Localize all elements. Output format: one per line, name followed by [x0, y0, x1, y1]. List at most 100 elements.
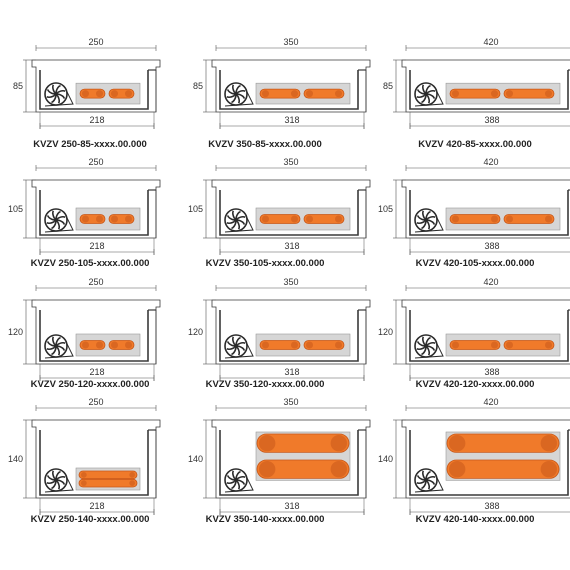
outer-width-dimension: 420	[405, 37, 570, 51]
water-pipe-icon	[503, 88, 555, 99]
model-label: KVZV 420-120-xxxx.00.000	[415, 379, 535, 390]
outer-width-dimension-value: 420	[483, 157, 498, 167]
outer-width-dimension: 250	[35, 277, 157, 291]
inner-width-dimension-value: 318	[284, 241, 299, 251]
outer-width-dimension: 420	[405, 157, 570, 171]
water-pipe-icon	[108, 88, 135, 99]
water-pipe-icon	[503, 340, 555, 350]
fan-icon	[224, 208, 254, 233]
outer-width-dimension: 350	[215, 37, 367, 51]
outer-width-dimension: 420	[405, 277, 570, 291]
water-pipe-icon	[446, 459, 560, 479]
height-value: 105	[378, 204, 393, 214]
water-pipe-icon	[303, 214, 345, 224]
outer-width-dimension: 350	[215, 157, 367, 171]
model-label: KVZV 250-120-xxxx.00.000	[30, 379, 150, 390]
fan-icon	[44, 334, 74, 359]
water-pipe-icon	[449, 214, 501, 224]
fan-icon	[414, 208, 444, 233]
model-label: KVZV 250-85-xxxx.00.000	[33, 139, 147, 150]
height-dimension: 105	[8, 179, 36, 239]
height-dimension: 140	[8, 419, 36, 499]
outer-width-dimension: 420	[405, 397, 570, 411]
model-label: KVZV 250-140-xxxx.00.000	[30, 514, 150, 525]
water-pipe-icon	[503, 214, 555, 224]
water-pipe-icon	[79, 214, 106, 224]
outer-width-dimension-value: 250	[88, 37, 103, 47]
height-value: 140	[188, 454, 203, 464]
heat-exchanger-icon	[445, 207, 561, 231]
model-label: KVZV 350-105-xxxx.00.000	[205, 258, 325, 269]
water-pipe-icon	[108, 214, 135, 224]
height-value: 120	[378, 327, 393, 337]
inner-width-dimension-value: 318	[284, 501, 299, 511]
inner-width-dimension-value: 218	[89, 115, 104, 125]
height-dimension: 85	[193, 59, 216, 113]
height-dimension: 120	[188, 299, 216, 365]
water-pipe-icon	[256, 459, 350, 479]
outer-width-dimension-value: 420	[483, 37, 498, 47]
height-value: 120	[188, 327, 203, 337]
height-dimension: 120	[378, 299, 406, 365]
inner-width-dimension-value: 388	[484, 241, 499, 251]
water-pipe-icon	[303, 340, 345, 350]
water-pipe-icon	[259, 88, 301, 99]
heat-exchanger-icon	[75, 467, 141, 491]
fan-icon	[414, 82, 444, 107]
housing-frame	[211, 299, 371, 365]
height-dimension: 105	[188, 179, 216, 239]
inner-width-dimension-value: 218	[89, 241, 104, 251]
housing-frame	[211, 179, 371, 239]
height-value: 85	[13, 81, 23, 91]
fan-icon	[224, 468, 254, 493]
inner-width-dimension-value: 388	[484, 367, 499, 377]
housing-frame	[401, 299, 570, 365]
model-label: KVZV 350-120-xxxx.00.000	[205, 379, 325, 390]
outer-width-dimension-value: 350	[283, 397, 298, 407]
heat-exchanger-icon	[75, 333, 141, 357]
heat-exchanger-icon	[255, 333, 351, 357]
height-dimension: 105	[378, 179, 406, 239]
water-pipe-icon	[449, 340, 501, 350]
water-pipe-icon	[108, 340, 135, 350]
inner-width-dimension-value: 388	[484, 115, 499, 125]
height-dimension: 120	[8, 299, 36, 365]
water-pipe-icon	[79, 340, 106, 350]
height-value: 140	[8, 454, 23, 464]
height-dimension: 140	[378, 419, 406, 499]
water-pipe-icon	[78, 470, 138, 480]
fan-icon	[44, 208, 74, 233]
water-pipe-icon	[78, 478, 138, 488]
housing-frame	[211, 419, 371, 499]
inner-width-dimension-value: 218	[89, 501, 104, 511]
water-pipe-icon	[449, 88, 501, 99]
height-value: 105	[188, 204, 203, 214]
model-label: KVZV 420-85-xxxx.00.000	[418, 139, 532, 150]
water-pipe-icon	[303, 88, 345, 99]
model-label: KVZV 350-140-xxxx.00.000	[205, 514, 325, 525]
height-dimension: 85	[383, 59, 406, 113]
water-pipe-icon	[259, 340, 301, 350]
height-value: 120	[8, 327, 23, 337]
water-pipe-icon	[259, 214, 301, 224]
model-label: KVZV 350-85-xxxx.00.000	[208, 139, 322, 150]
outer-width-dimension: 250	[35, 397, 157, 411]
height-value: 140	[378, 454, 393, 464]
heat-exchanger-icon	[445, 431, 561, 481]
outer-width-dimension: 250	[35, 157, 157, 171]
inner-width-dimension-value: 218	[89, 367, 104, 377]
outer-width-dimension-value: 350	[283, 277, 298, 287]
outer-width-dimension-value: 250	[88, 157, 103, 167]
heat-exchanger-icon	[255, 207, 351, 231]
housing-frame	[31, 179, 161, 239]
